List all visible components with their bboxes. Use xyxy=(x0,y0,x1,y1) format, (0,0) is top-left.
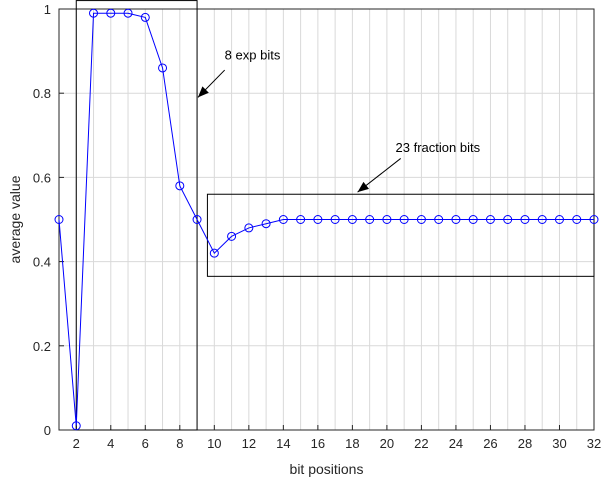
annotation-label: 8 exp bits xyxy=(225,48,281,63)
data-point xyxy=(244,223,254,233)
x-tick-label: 10 xyxy=(207,436,221,451)
y-tick-label: 1 xyxy=(44,2,51,17)
data-point xyxy=(572,215,582,224)
data-point xyxy=(158,63,168,73)
y-axis-label: average value xyxy=(7,175,23,263)
data-point xyxy=(468,215,478,224)
data-point xyxy=(227,231,237,241)
annotation-arrow-head xyxy=(357,181,370,193)
y-tick-label: 0.4 xyxy=(33,255,51,270)
x-tick-label: 32 xyxy=(587,436,601,451)
data-point xyxy=(503,215,513,224)
x-tick-label: 26 xyxy=(483,436,497,451)
x-tick-label: 4 xyxy=(107,436,114,451)
x-axis-label: bit positions xyxy=(290,461,364,477)
y-tick-label: 0.6 xyxy=(33,170,51,185)
data-point xyxy=(123,8,133,18)
x-tick-label: 6 xyxy=(142,436,149,451)
data-point xyxy=(54,215,64,224)
data-point xyxy=(209,248,219,258)
data-point xyxy=(330,215,340,224)
x-tick-label: 16 xyxy=(311,436,325,451)
data-point xyxy=(261,219,271,229)
data-point xyxy=(192,215,202,224)
data-point xyxy=(296,215,306,224)
x-tick-label: 14 xyxy=(276,436,290,451)
data-point xyxy=(399,215,409,224)
data-point xyxy=(347,215,357,224)
x-tick-label: 22 xyxy=(414,436,428,451)
annotation-box xyxy=(75,0,198,431)
series-layer xyxy=(54,8,599,431)
data-point xyxy=(382,215,392,224)
y-tick-label: 0 xyxy=(44,423,51,438)
series-line xyxy=(58,12,594,426)
x-tick-label: 20 xyxy=(380,436,394,451)
data-point xyxy=(554,215,564,224)
y-tick-label: 0.8 xyxy=(33,86,51,101)
data-point xyxy=(313,215,323,224)
x-tick-label: 2 xyxy=(73,436,80,451)
data-point xyxy=(175,181,185,191)
x-tick-label: 12 xyxy=(242,436,256,451)
data-point xyxy=(520,215,530,224)
data-point xyxy=(278,215,288,224)
data-point xyxy=(451,215,461,224)
data-point xyxy=(485,215,495,224)
data-point xyxy=(365,215,375,224)
annotation-arrow-head xyxy=(197,86,209,98)
annotation-layer: 8 exp bits 23 fraction bits xyxy=(197,48,481,193)
x-tick-label: 24 xyxy=(449,436,463,451)
x-tick-label: 30 xyxy=(552,436,566,451)
data-point xyxy=(434,215,444,224)
y-tick-label: 0.2 xyxy=(33,339,51,354)
x-axis-ticks: 2 4 6 8 10 12 14 16 18 20 22 24 26 28 30 32 xyxy=(73,425,601,451)
annotation-label: 23 fraction bits xyxy=(396,140,481,155)
data-point xyxy=(89,8,99,18)
data-point xyxy=(416,215,426,224)
data-point xyxy=(589,215,599,224)
data-point xyxy=(106,8,116,18)
x-tick-label: 28 xyxy=(518,436,532,451)
data-point xyxy=(140,12,150,22)
annotation-box xyxy=(206,193,595,277)
x-tick-label: 18 xyxy=(345,436,359,451)
data-point xyxy=(537,215,547,224)
y-axis-ticks: 0 0.2 0.4 0.6 0.8 1 xyxy=(33,2,64,438)
data-point xyxy=(71,421,81,431)
x-tick-label: 8 xyxy=(176,436,183,451)
